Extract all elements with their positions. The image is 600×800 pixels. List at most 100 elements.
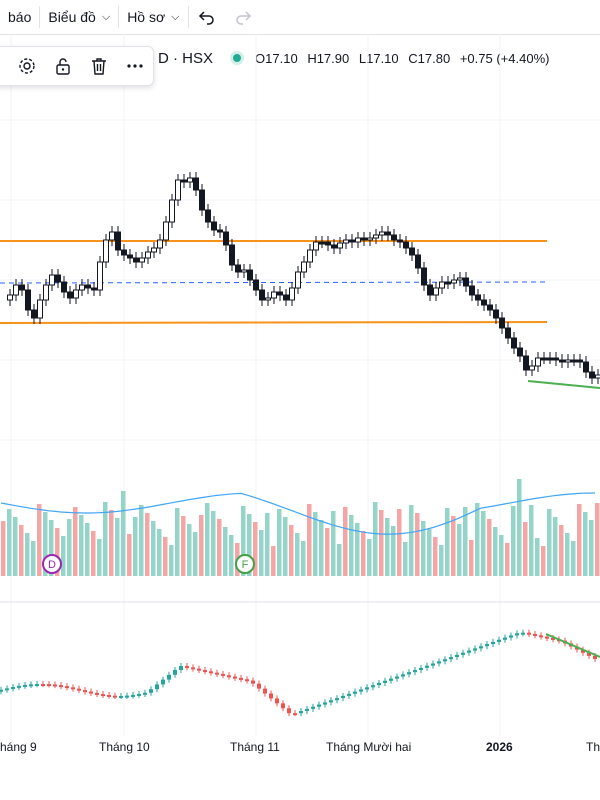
symbol-name[interactable]: D · HSX [158,49,214,67]
candle-body [175,179,181,201]
candle-body [445,281,451,285]
settings-button[interactable] [9,50,45,82]
delete-button[interactable] [81,50,117,82]
oscillator-candle [491,641,495,645]
candle-body [73,289,79,299]
candle-body [295,271,301,289]
oscillator-candle [347,693,351,696]
volume-bar [37,504,42,576]
candle-body [79,284,85,291]
candle-body [481,299,487,306]
time-axis-label: háng 9 [0,740,37,754]
candle-body [193,177,199,191]
candlestick-series [7,172,600,384]
volume-bar [277,509,282,576]
volume-bar [205,503,210,576]
oscillator-candle [353,691,357,694]
candle-body [271,291,277,299]
oscillator-candle [89,691,93,694]
volume-bar [295,533,300,576]
oscillator-candle [449,657,453,660]
candle-body [325,241,331,246]
profile-menu[interactable]: Hồ sơ ⌵ [119,0,187,34]
candle-body [355,237,361,243]
volume-bar [361,531,366,576]
candle-body [223,231,229,246]
volume-bar [331,511,336,576]
candle-body [493,309,499,319]
volume-bar [319,520,324,576]
undo-icon [198,11,214,25]
oscillator-candle [59,685,63,688]
candle-body [205,209,211,223]
symbol-legend: D · HSX O17.10 H17.90 L17.10 C17.80 +0.7… [158,48,555,68]
more-icon [127,64,143,68]
oscillator-candle [587,652,591,656]
oscillator-candle [311,706,315,709]
candle-body [211,221,217,231]
candle-body [553,357,559,361]
candle-body [181,179,187,183]
candle-body [19,284,25,291]
volume-bar [241,506,246,576]
redo-button[interactable] [225,0,261,34]
oscillator-candle [527,632,531,635]
volume-bar [223,527,228,576]
oscillator-candle [113,695,117,698]
candle-body [109,231,115,241]
oscillator-candle [29,684,33,687]
oscillator-candle [461,652,465,655]
oscillator-candle [65,686,69,689]
oscillator-candle [497,639,501,642]
candle-body [7,294,13,301]
report-menu[interactable]: báo [0,0,39,34]
volume-bar [349,515,354,576]
undo-button[interactable] [189,0,225,34]
oscillator-candle [341,695,345,699]
candle-body [529,365,535,371]
volume-bar [43,512,48,576]
volume-bar [559,525,564,576]
volume-bar [553,517,558,576]
oscillator-candle [209,671,213,674]
oscillator-candle [335,698,339,701]
volume-bar [79,515,84,576]
volume-bar [391,526,396,576]
volume-bar [469,540,474,576]
candle-body [85,284,91,289]
toolbar-divider [187,6,189,28]
volume-bar [499,535,504,576]
toolbar-divider [39,6,41,28]
candle-body [475,294,481,301]
candle-body [127,254,133,259]
oscillator-candle [545,636,549,639]
oscillator-candle [359,689,363,692]
event-marker-label: D [48,559,56,571]
oscillator-candle [17,685,21,688]
candle-body [337,242,343,249]
oscillator-candle [401,674,405,677]
oscillator-candle [485,644,489,647]
oscillator-candle [257,683,261,689]
volume-bar [31,541,36,576]
candle-body [439,281,445,289]
oscillator-candle [419,667,423,670]
volume-bar [217,519,222,576]
candle-body [187,177,193,183]
volume-bar [19,525,24,576]
chart-menu[interactable]: Biểu đồ ⌵ [40,0,118,34]
candle-body [571,359,577,363]
candle-body [235,264,241,273]
lock-button[interactable] [45,50,81,82]
oscillator-candle [119,695,123,698]
oscillator-candle [317,704,321,707]
candle-body [487,304,493,311]
volume-bar [577,504,582,576]
volume-bar [595,503,600,576]
candle-body [259,289,265,301]
more-button[interactable] [117,50,153,82]
candle-body [415,254,421,269]
volume-bar [283,517,288,576]
oscillator-candle [215,672,219,675]
